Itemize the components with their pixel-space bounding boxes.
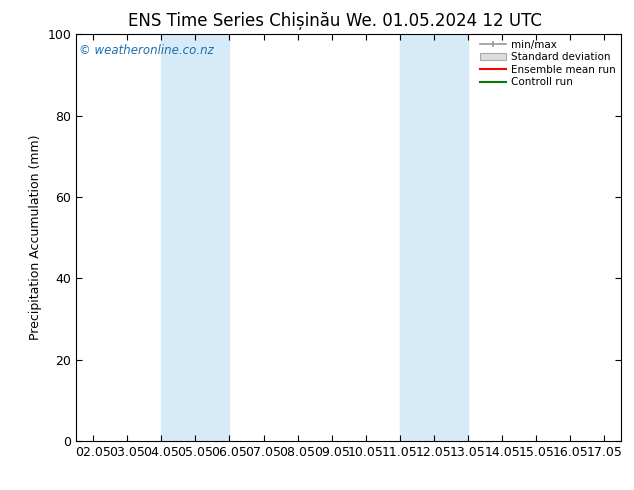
Text: We. 01.05.2024 12 UTC: We. 01.05.2024 12 UTC bbox=[346, 12, 541, 30]
Bar bbox=[161, 34, 230, 441]
Text: ENS Time Series Chișinău: ENS Time Series Chișinău bbox=[129, 12, 340, 30]
Legend: min/max, Standard deviation, Ensemble mean run, Controll run: min/max, Standard deviation, Ensemble me… bbox=[477, 36, 619, 91]
Bar bbox=[400, 34, 468, 441]
Text: © weatheronline.co.nz: © weatheronline.co.nz bbox=[79, 45, 214, 57]
Y-axis label: Precipitation Accumulation (mm): Precipitation Accumulation (mm) bbox=[29, 135, 42, 341]
